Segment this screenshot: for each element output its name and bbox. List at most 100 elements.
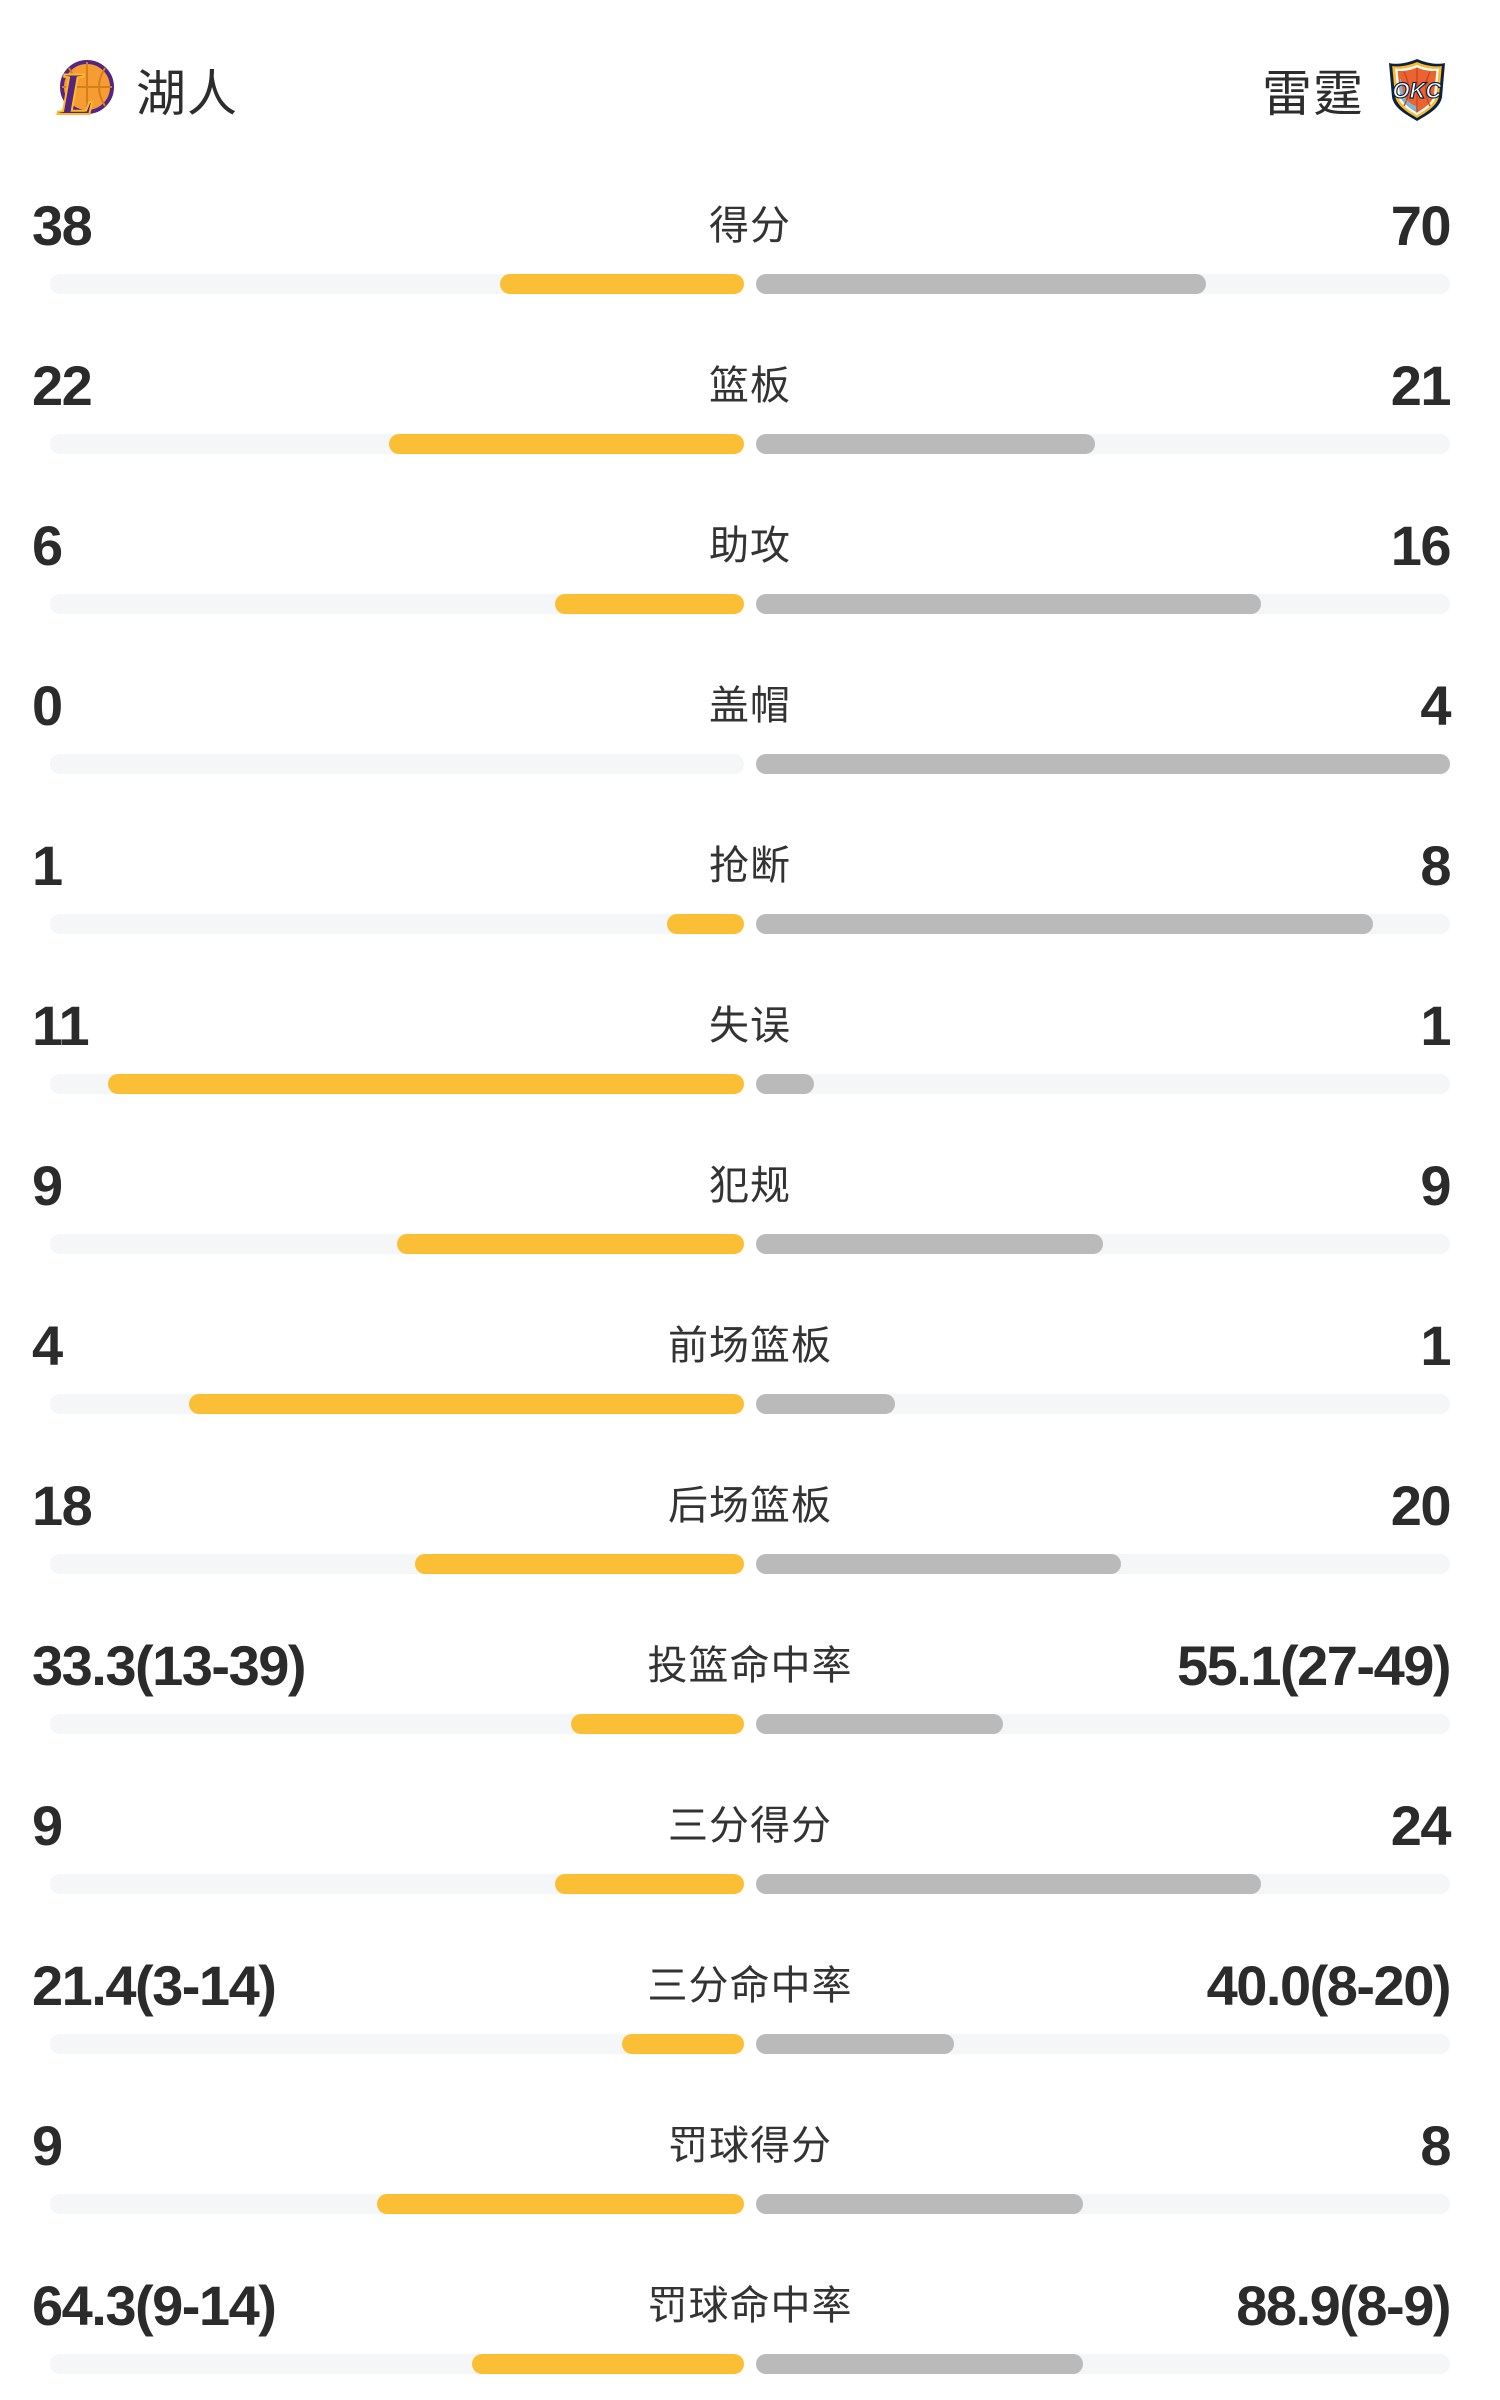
stat-bars [50, 914, 1450, 934]
stat-values: 4 前场篮板 1 [0, 1310, 1500, 1382]
away-bar-track [756, 2354, 1450, 2374]
stat-label: 后场篮板 [668, 1484, 832, 1528]
stat-bars [50, 1234, 1450, 1254]
home-value: 0 [32, 674, 63, 737]
away-bar-fill [756, 754, 1450, 774]
stat-bars [50, 1714, 1450, 1734]
home-bar-fill [554, 1874, 744, 1894]
home-bar-fill [666, 914, 744, 934]
stat-bars [50, 594, 1450, 614]
away-bar-fill [756, 594, 1261, 614]
stat-values: 21.4(3-14) 三分命中率 40.0(8-20) [0, 1950, 1500, 2022]
away-value: 16 [1390, 514, 1452, 577]
away-bar-track [756, 434, 1450, 454]
home-bar-fill [388, 434, 744, 454]
stat-values: 11 失误 1 [0, 990, 1500, 1062]
away-bar-track [756, 754, 1450, 774]
stat-label: 投篮命中率 [647, 1644, 853, 1688]
away-bar-track [756, 1554, 1450, 1574]
stat-row: 1 抢断 8 [0, 790, 1500, 950]
away-value: 20 [1390, 1474, 1452, 1537]
team-home-name: 湖人 [136, 66, 238, 122]
team-away-name: 雷霆 [1262, 66, 1364, 122]
away-value: 4 [1420, 674, 1451, 737]
stat-values: 1 抢断 8 [0, 830, 1500, 902]
home-value: 1 [32, 834, 63, 897]
stat-bars [50, 434, 1450, 454]
stat-values: 9 三分得分 24 [0, 1790, 1500, 1862]
away-bar-track [756, 1874, 1450, 1894]
away-value: 1 [1420, 1314, 1451, 1377]
home-bar-track [50, 1074, 744, 1094]
home-bar-track [50, 1874, 744, 1894]
home-bar-fill [188, 1394, 744, 1414]
lakers-logo-icon: L [50, 57, 116, 123]
stat-row: 9 罚球得分 8 [0, 2070, 1500, 2230]
stat-bars [50, 2034, 1450, 2054]
home-bar-fill [554, 594, 744, 614]
home-bar-fill [415, 1554, 744, 1574]
stats-list: 38 得分 70 22 篮板 21 [0, 150, 1500, 2390]
away-value: 1 [1420, 994, 1451, 1057]
home-bar-track [50, 754, 744, 774]
away-bar-fill [756, 1074, 814, 1094]
stat-label: 三分命中率 [647, 1964, 853, 2008]
home-value: 18 [32, 1474, 93, 1537]
home-value: 9 [32, 1154, 63, 1217]
away-bar-track [756, 2194, 1450, 2214]
home-value: 21.4(3-14) [32, 1954, 277, 2017]
home-bar-track [50, 2194, 744, 2214]
away-bar-track [756, 2034, 1450, 2054]
away-bar-fill [756, 1234, 1103, 1254]
home-value: 38 [32, 194, 93, 257]
away-bar-track [756, 1394, 1450, 1414]
stat-label: 失误 [709, 1004, 791, 1048]
home-bar-fill [472, 2354, 744, 2374]
stat-label: 抢断 [709, 844, 791, 888]
away-bar-track [756, 274, 1450, 294]
stat-values: 6 助攻 16 [0, 510, 1500, 582]
home-bar-fill [107, 1074, 744, 1094]
home-value: 11 [32, 994, 90, 1057]
team-home: L 湖人 [50, 54, 238, 126]
away-bar-fill [756, 1394, 895, 1414]
away-bar-fill [756, 914, 1373, 934]
stat-row: 9 三分得分 24 [0, 1750, 1500, 1910]
away-bar-fill [756, 2354, 1083, 2374]
away-value: 21 [1390, 354, 1452, 417]
away-bar-track [756, 1074, 1450, 1094]
away-value: 8 [1420, 2114, 1451, 2177]
away-value: 55.1(27-49) [1176, 1634, 1452, 1697]
stat-values: 38 得分 70 [0, 190, 1500, 262]
stat-values: 9 罚球得分 8 [0, 2110, 1500, 2182]
home-value: 9 [32, 2114, 63, 2177]
away-value: 9 [1420, 1154, 1451, 1217]
stat-label: 前场篮板 [668, 1324, 832, 1368]
home-bar-fill [570, 1714, 744, 1734]
home-bar-track [50, 914, 744, 934]
away-bar-fill [756, 1554, 1122, 1574]
home-bar-track [50, 1394, 744, 1414]
stat-label: 罚球命中率 [647, 2284, 853, 2328]
away-bar-fill [756, 274, 1206, 294]
stat-label: 犯规 [709, 1164, 791, 1208]
stat-bars [50, 2354, 1450, 2374]
away-bar-fill [756, 1714, 1003, 1734]
svg-text:L: L [57, 61, 95, 123]
stat-label: 三分得分 [668, 1804, 832, 1848]
home-value: 4 [32, 1314, 63, 1377]
home-value: 33.3(13-39) [32, 1634, 307, 1697]
home-bar-fill [397, 1234, 744, 1254]
stat-values: 18 后场篮板 20 [0, 1470, 1500, 1542]
stat-bars [50, 1874, 1450, 1894]
home-bar-track [50, 434, 744, 454]
stat-row: 4 前场篮板 1 [0, 1270, 1500, 1430]
away-bar-track [756, 914, 1450, 934]
away-value: 24 [1390, 1794, 1452, 1857]
okc-logo-text: OKC [1393, 78, 1443, 103]
away-bar-track [756, 594, 1450, 614]
stat-values: 9 犯规 9 [0, 1150, 1500, 1222]
stat-row: 9 犯规 9 [0, 1110, 1500, 1270]
away-bar-fill [756, 2034, 955, 2054]
